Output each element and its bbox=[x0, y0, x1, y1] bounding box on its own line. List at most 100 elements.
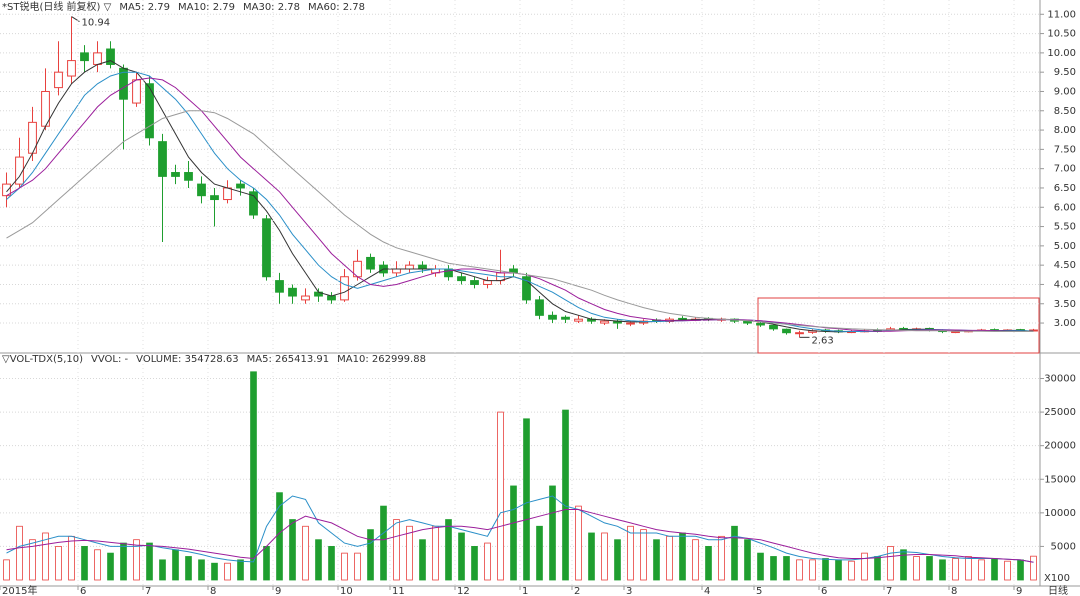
volume-bar bbox=[55, 546, 62, 581]
volume-bar bbox=[94, 549, 101, 581]
candle-body bbox=[366, 256, 375, 270]
volume-bar bbox=[939, 559, 946, 581]
legend-text: VVOL: - bbox=[91, 354, 128, 365]
volume-bar bbox=[861, 552, 868, 581]
volume-bar bbox=[81, 546, 88, 581]
volume-bar bbox=[328, 546, 335, 581]
candle-body bbox=[236, 183, 245, 189]
volume-bar bbox=[419, 539, 426, 581]
volume-bar bbox=[510, 485, 517, 581]
volume-bar bbox=[393, 519, 400, 581]
volume-bar bbox=[588, 532, 595, 581]
x-tick-label: 2015年 bbox=[2, 584, 37, 596]
volume-bar bbox=[211, 562, 218, 581]
volume-bar bbox=[926, 556, 933, 581]
volume-bar bbox=[952, 558, 959, 581]
volume-bar bbox=[640, 529, 647, 581]
volume-bar bbox=[614, 539, 621, 581]
x-tick-label: 7 bbox=[886, 586, 892, 596]
volume-bar bbox=[237, 559, 244, 581]
candle-body bbox=[262, 218, 271, 278]
legend-text: MA30: 2.78 bbox=[243, 2, 300, 13]
candle-body bbox=[769, 324, 778, 330]
candle-body bbox=[743, 321, 752, 324]
candle-body bbox=[275, 280, 284, 293]
volume-bar bbox=[874, 556, 881, 581]
volume-bar bbox=[549, 485, 556, 581]
legend-text: ▽VOL-TDX(5,10) bbox=[2, 354, 83, 365]
volume-bar bbox=[341, 552, 348, 581]
volume-bar bbox=[965, 556, 972, 581]
volume-bar bbox=[432, 525, 439, 581]
legend-text: MA60: 2.78 bbox=[308, 2, 365, 13]
volume-bar bbox=[354, 552, 361, 581]
y-tick-label: 6.50 bbox=[1054, 183, 1076, 194]
volume-bar bbox=[835, 559, 842, 581]
x-tick-label: 1 bbox=[522, 586, 528, 596]
x-tick-label: 10 bbox=[340, 586, 353, 596]
volume-bar bbox=[289, 519, 296, 581]
y-tick-label: 20000 bbox=[1044, 441, 1076, 452]
candle-body bbox=[197, 183, 206, 197]
volume-bar bbox=[783, 556, 790, 581]
volume-bar bbox=[380, 505, 387, 581]
volume-bar bbox=[224, 562, 231, 581]
candle-body bbox=[145, 83, 154, 139]
y-tick-label: 5.50 bbox=[1054, 222, 1076, 233]
volume-bar bbox=[653, 539, 660, 581]
volume-bar bbox=[133, 539, 140, 581]
x-tick-label: 9 bbox=[1016, 586, 1022, 596]
candle-body bbox=[223, 187, 232, 201]
candle-body bbox=[171, 172, 180, 177]
volume-bar bbox=[536, 525, 543, 581]
candle-body bbox=[574, 318, 583, 322]
candle-body bbox=[600, 320, 609, 324]
candle-body bbox=[158, 141, 167, 177]
x-tick-label: 4 bbox=[704, 586, 710, 596]
candle-body bbox=[756, 322, 765, 326]
volume-bar bbox=[315, 539, 322, 581]
y-tick-label: 9.50 bbox=[1054, 67, 1076, 78]
legend-text: MA5: 2.79 bbox=[119, 2, 170, 13]
volume-bar bbox=[172, 549, 179, 581]
volume-bar bbox=[627, 525, 634, 581]
x-tick-label: 3 bbox=[626, 586, 632, 596]
candle-body bbox=[106, 48, 115, 65]
candle-body bbox=[184, 172, 193, 181]
x-tick-label: 11 bbox=[392, 586, 405, 596]
volume-bar bbox=[185, 556, 192, 581]
annotation: 10.94 bbox=[82, 18, 111, 29]
candle-body bbox=[15, 156, 24, 185]
volume-bar bbox=[263, 546, 270, 581]
unit-label: X100 bbox=[1044, 573, 1070, 584]
volume-bar bbox=[796, 559, 803, 581]
ma-line bbox=[6, 110, 1034, 332]
volume-bar bbox=[29, 539, 36, 581]
candle-body bbox=[392, 268, 401, 274]
candle-body bbox=[288, 287, 297, 297]
y-tick-label: 7.00 bbox=[1054, 164, 1076, 175]
candle-body bbox=[470, 280, 479, 285]
x-tick-label: 12 bbox=[457, 586, 470, 596]
volume-bar bbox=[42, 532, 49, 581]
legend-text: VOLUME: 354728.63 bbox=[136, 354, 239, 365]
y-tick-label: 25000 bbox=[1044, 407, 1076, 418]
volume-bar bbox=[575, 505, 582, 581]
volume-bar bbox=[445, 519, 452, 581]
volume-bar bbox=[744, 539, 751, 581]
y-tick-label: 5000 bbox=[1051, 541, 1076, 552]
volume-bar bbox=[1004, 560, 1011, 581]
volume-bar bbox=[146, 542, 153, 581]
candle-body bbox=[626, 322, 635, 325]
volume-bar bbox=[107, 552, 114, 581]
candle-body bbox=[67, 60, 76, 77]
volume-bar bbox=[367, 529, 374, 581]
volume-bar bbox=[848, 560, 855, 581]
x-tick-label: 8 bbox=[210, 586, 216, 596]
period-label: 日线 bbox=[1048, 584, 1068, 596]
candle-body bbox=[327, 295, 336, 301]
x-tick-label: 5 bbox=[756, 586, 762, 596]
candle-body bbox=[535, 299, 544, 316]
volume-bar bbox=[991, 558, 998, 581]
